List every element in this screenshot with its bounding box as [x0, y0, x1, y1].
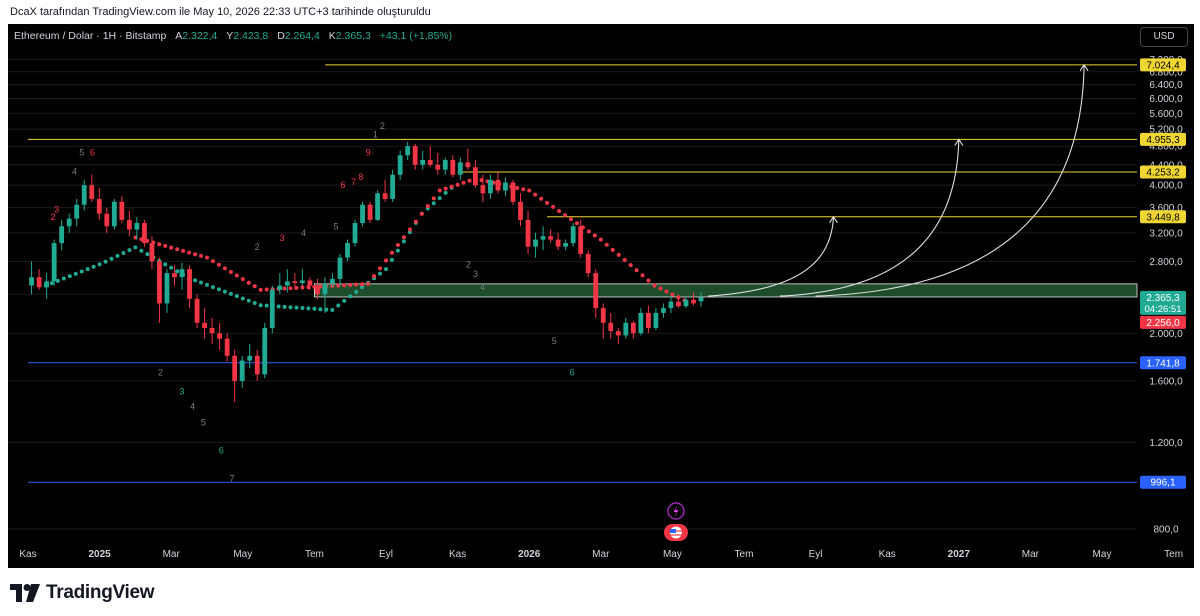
high-label: Y [226, 30, 234, 42]
low-value: 2.264,4 [284, 30, 320, 42]
chart-panel[interactable] [8, 24, 1194, 568]
currency-button[interactable]: USD [1140, 27, 1188, 47]
change-value: +43,1 (+1,85%) [379, 30, 453, 42]
tradingview-logo-icon [10, 584, 40, 602]
footer: TradingView [0, 568, 1200, 616]
symbol-name: Ethereum / Dolar · 1H · Bitstamp [14, 30, 167, 42]
chart-header: DcaX tarafından TradingView.com ile May … [0, 0, 1200, 24]
open-value: 2.322,4 [182, 30, 218, 42]
close-label: K [328, 30, 336, 42]
open-label: A [175, 30, 183, 42]
low-label: D [277, 30, 285, 42]
brand-name: TradingView [46, 582, 155, 603]
symbol-legend: Ethereum / Dolar · 1H · Bitstamp A2.322,… [14, 30, 452, 42]
tradingview-logo[interactable]: TradingView [10, 582, 155, 604]
chart-credit: DcaX tarafından TradingView.com ile May … [10, 6, 431, 18]
close-value: 2.365,3 [335, 30, 371, 42]
high-value: 2.423,8 [233, 30, 269, 42]
